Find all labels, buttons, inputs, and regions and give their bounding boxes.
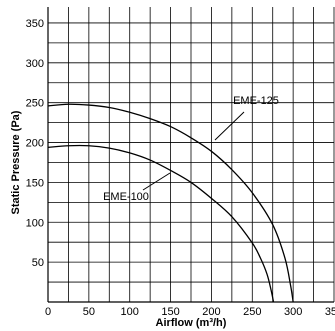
x-tick-label: 350 — [325, 306, 335, 318]
y-tick-label: 250 — [26, 98, 44, 110]
x-tick-label: 0 — [45, 306, 51, 318]
x-tick-label: 250 — [243, 306, 261, 318]
annotation-label-eme-100: EME-100 — [103, 191, 149, 203]
x-tick-label: 50 — [83, 306, 95, 318]
annotation-label-eme-125: EME-125 — [233, 95, 279, 107]
x-tick-label: 200 — [202, 306, 220, 318]
x-tick-label: 150 — [161, 306, 179, 318]
x-axis-title: Airflow (m³/h) — [156, 317, 227, 329]
y-tick-label: 50 — [32, 257, 44, 269]
x-tick-label: 300 — [284, 306, 302, 318]
series-layer — [47, 103, 294, 303]
y-axis-title: Static Pressure (Pa) — [10, 110, 22, 214]
y-tick-label: 300 — [26, 58, 44, 70]
grid — [47, 7, 335, 303]
annotation-leader-line — [142, 172, 171, 191]
series-line-eme-125 — [47, 103, 294, 303]
y-tick-label: 200 — [26, 138, 44, 150]
x-tick-label: 100 — [121, 306, 139, 318]
tick-labels: 0 50 100 150 200 250 300 350 50 100 150 200 250 300 35… — [26, 18, 335, 318]
y-tick-label: 100 — [26, 217, 44, 229]
y-tick-label: 150 — [26, 177, 44, 189]
y-tick-label: 350 — [26, 18, 44, 30]
annotations: EME-125 EME-100 — [103, 95, 279, 203]
annotation-leader-line — [214, 111, 245, 141]
series-line-eme-100 — [47, 144, 275, 303]
